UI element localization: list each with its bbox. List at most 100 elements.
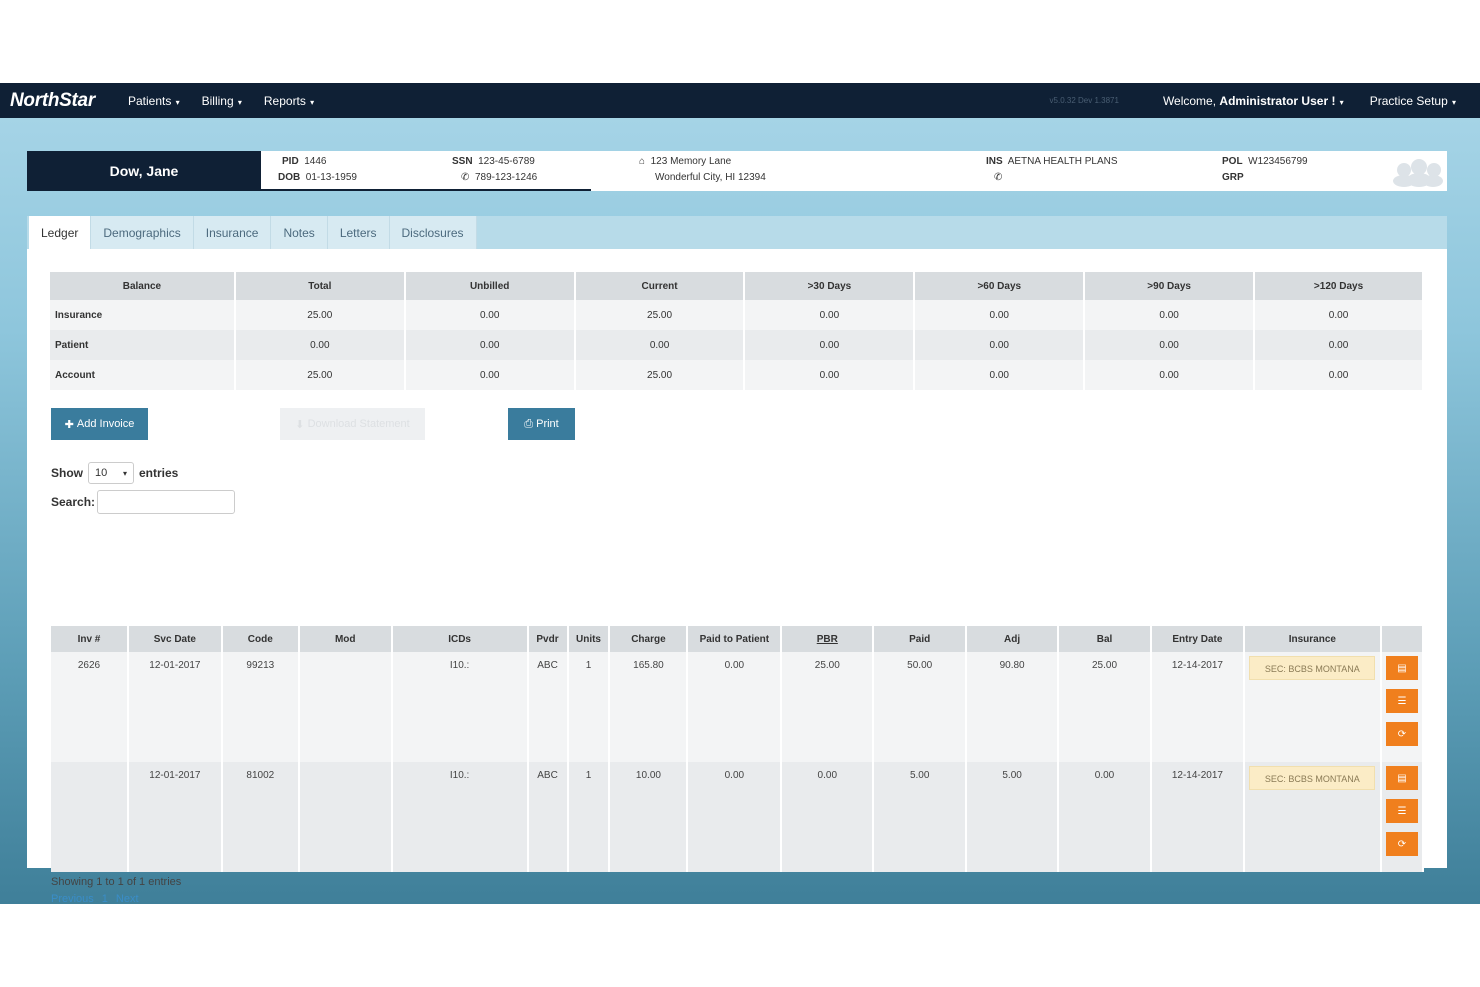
- download-statement-button[interactable]: ⬇ Download Statement: [280, 408, 425, 440]
- summary-cell: 0.00: [744, 300, 916, 330]
- ledger-cell: 81002: [221, 762, 300, 872]
- patient-header: Dow, Jane PID 1446 DOB 01-13-1959 SSN 12…: [27, 151, 1447, 191]
- ledger-header-row: Inv # Svc Date Code Mod ICDs Pvdr Units …: [51, 626, 1425, 652]
- practice-setup-label: Practice Setup: [1369, 93, 1448, 108]
- document-icon[interactable]: ▤: [1385, 766, 1418, 790]
- ledger-header[interactable]: Code: [221, 626, 300, 652]
- caret-down-icon: ▾: [1337, 97, 1344, 107]
- tab-insurance[interactable]: Insurance: [193, 216, 272, 249]
- ledger-cell: 12-14-2017: [1150, 652, 1245, 762]
- tab-letters[interactable]: Letters: [327, 216, 390, 249]
- ledger-header[interactable]: Paid: [873, 626, 968, 652]
- pid-label: PID: [282, 156, 299, 167]
- document-icon[interactable]: ▤: [1385, 656, 1418, 680]
- summary-cell: Account: [50, 360, 236, 390]
- refresh-icon[interactable]: ⟳: [1385, 832, 1418, 856]
- ledger-cell: 12-14-2017: [1150, 762, 1245, 872]
- menu-billing[interactable]: Billing ▾: [202, 94, 242, 108]
- summary-row-account: Account 25.00 0.00 25.00 0.00 0.00 0.00 …: [50, 360, 1424, 390]
- entries-select[interactable]: 10 ▾: [88, 462, 134, 484]
- phone-icon: ✆: [461, 172, 470, 183]
- ins-value: AETNA HEALTH PLANS: [1007, 156, 1118, 167]
- ledger-cell: I10.:: [391, 762, 529, 872]
- patient-name: Dow, Jane: [27, 151, 261, 191]
- phone-value: 789-123-1246: [474, 172, 538, 183]
- refresh-icon[interactable]: ⟳: [1385, 722, 1418, 746]
- ledger-header[interactable]: Inv #: [51, 626, 129, 652]
- user-menu[interactable]: Welcome, Administrator User ! ▾: [1163, 94, 1344, 108]
- ledger-header[interactable]: Insurance: [1243, 626, 1382, 652]
- address1-value: 123 Memory Lane: [650, 156, 732, 167]
- insurance-cell: SEC: BCBS MONTANA: [1243, 652, 1382, 762]
- ledger-header[interactable]: Mod: [298, 626, 393, 652]
- add-invoice-button[interactable]: ✚ Add Invoice: [51, 408, 148, 440]
- tab-notes[interactable]: Notes: [271, 216, 328, 249]
- ledger-header[interactable]: PBR: [781, 626, 875, 652]
- pagination-next[interactable]: Next: [115, 893, 139, 904]
- ledger-header[interactable]: Pvdr: [527, 626, 569, 652]
- menu-patients[interactable]: Patients ▾: [128, 94, 180, 108]
- pagination: Previous 1 Next: [51, 893, 139, 904]
- grp-label: GRP: [1222, 172, 1244, 183]
- summary-cell: 25.00: [574, 360, 746, 390]
- ledger-cell: 12-01-2017: [127, 762, 223, 872]
- policy-field: POL W123456799: [1222, 156, 1308, 167]
- app-frame: NorthStar Patients ▾ Billing ▾ Reports ▾…: [0, 83, 1480, 904]
- insurance-badge[interactable]: SEC: BCBS MONTANA: [1249, 766, 1376, 790]
- menu-billing-label: Billing: [201, 93, 234, 108]
- patient-tabs: Ledger Demographics Insurance Notes Lett…: [27, 216, 1447, 249]
- list-icon[interactable]: ☰: [1385, 689, 1418, 713]
- pagination-previous[interactable]: Previous: [51, 893, 94, 904]
- menu-reports[interactable]: Reports ▾: [264, 94, 314, 108]
- pid-field: PID 1446: [282, 156, 326, 167]
- add-invoice-label: Add Invoice: [76, 418, 135, 430]
- ledger-cell: 1: [567, 652, 611, 762]
- summary-header: Current: [574, 272, 746, 300]
- summary-cell: 0.00: [914, 360, 1086, 390]
- ledger-header[interactable]: Paid to Patient: [687, 626, 783, 652]
- actions-cell: ▤ ☰ ⟳: [1380, 652, 1425, 762]
- summary-cell: 0.00: [1084, 360, 1256, 390]
- ledger-header: [1380, 626, 1425, 652]
- address-line-2: Wonderful City, HI 12394: [655, 172, 766, 183]
- table-row: 2626 12-01-2017 99213 I10.: ABC 1 165.80…: [51, 652, 1425, 762]
- brand-logo[interactable]: NorthStar: [10, 89, 95, 111]
- header-divider: [261, 189, 591, 191]
- ledger-header[interactable]: Bal: [1058, 626, 1152, 652]
- insurance-badge[interactable]: SEC: BCBS MONTANA: [1249, 656, 1376, 680]
- ledger-cell: 50.00: [873, 652, 968, 762]
- summary-cell: 0.00: [744, 330, 916, 360]
- caret-down-icon: ▾: [1449, 97, 1456, 107]
- search-input[interactable]: [97, 490, 236, 514]
- tab-demographics[interactable]: Demographics: [91, 216, 194, 249]
- ledger-header[interactable]: ICDs: [391, 626, 529, 652]
- menu-practice-setup[interactable]: Practice Setup ▾: [1370, 94, 1456, 108]
- ledger-cell: [51, 762, 129, 872]
- ledger-cell: 0.00: [781, 762, 875, 872]
- ledger-card: Ledger Demographics Insurance Notes Lett…: [27, 216, 1447, 904]
- tab-ledger[interactable]: Ledger: [29, 216, 92, 249]
- ledger-cell: [298, 762, 393, 872]
- ledger-cell: 10.00: [609, 762, 689, 872]
- ledger-cell: 1: [567, 762, 611, 872]
- ledger-header[interactable]: Units: [567, 626, 611, 652]
- tab-disclosures[interactable]: Disclosures: [389, 216, 477, 249]
- ledger-header[interactable]: Adj: [966, 626, 1060, 652]
- summary-row-patient: Patient 0.00 0.00 0.00 0.00 0.00 0.00 0.…: [50, 330, 1424, 360]
- ledger-header[interactable]: Entry Date: [1150, 626, 1245, 652]
- ledger-header[interactable]: Charge: [609, 626, 689, 652]
- summary-header: >60 Days: [914, 272, 1086, 300]
- dob-label: DOB: [278, 172, 301, 183]
- search-label: Search:: [51, 495, 96, 509]
- list-icon[interactable]: ☰: [1385, 799, 1418, 823]
- ledger-cell: 25.00: [781, 652, 875, 762]
- ledger-cell: 2626: [51, 652, 129, 762]
- table-info: Showing 1 to 1 of 1 entries: [51, 876, 182, 888]
- print-button[interactable]: ⎙ Print: [508, 408, 575, 440]
- summary-cell: 0.00: [1254, 300, 1424, 330]
- pagination-page[interactable]: 1: [101, 893, 108, 904]
- page-length-control: Show 10 ▾ entries: [51, 462, 178, 484]
- ledger-header[interactable]: Svc Date: [127, 626, 223, 652]
- summary-cell: 0.00: [914, 330, 1086, 360]
- summary-cell: 0.00: [404, 360, 576, 390]
